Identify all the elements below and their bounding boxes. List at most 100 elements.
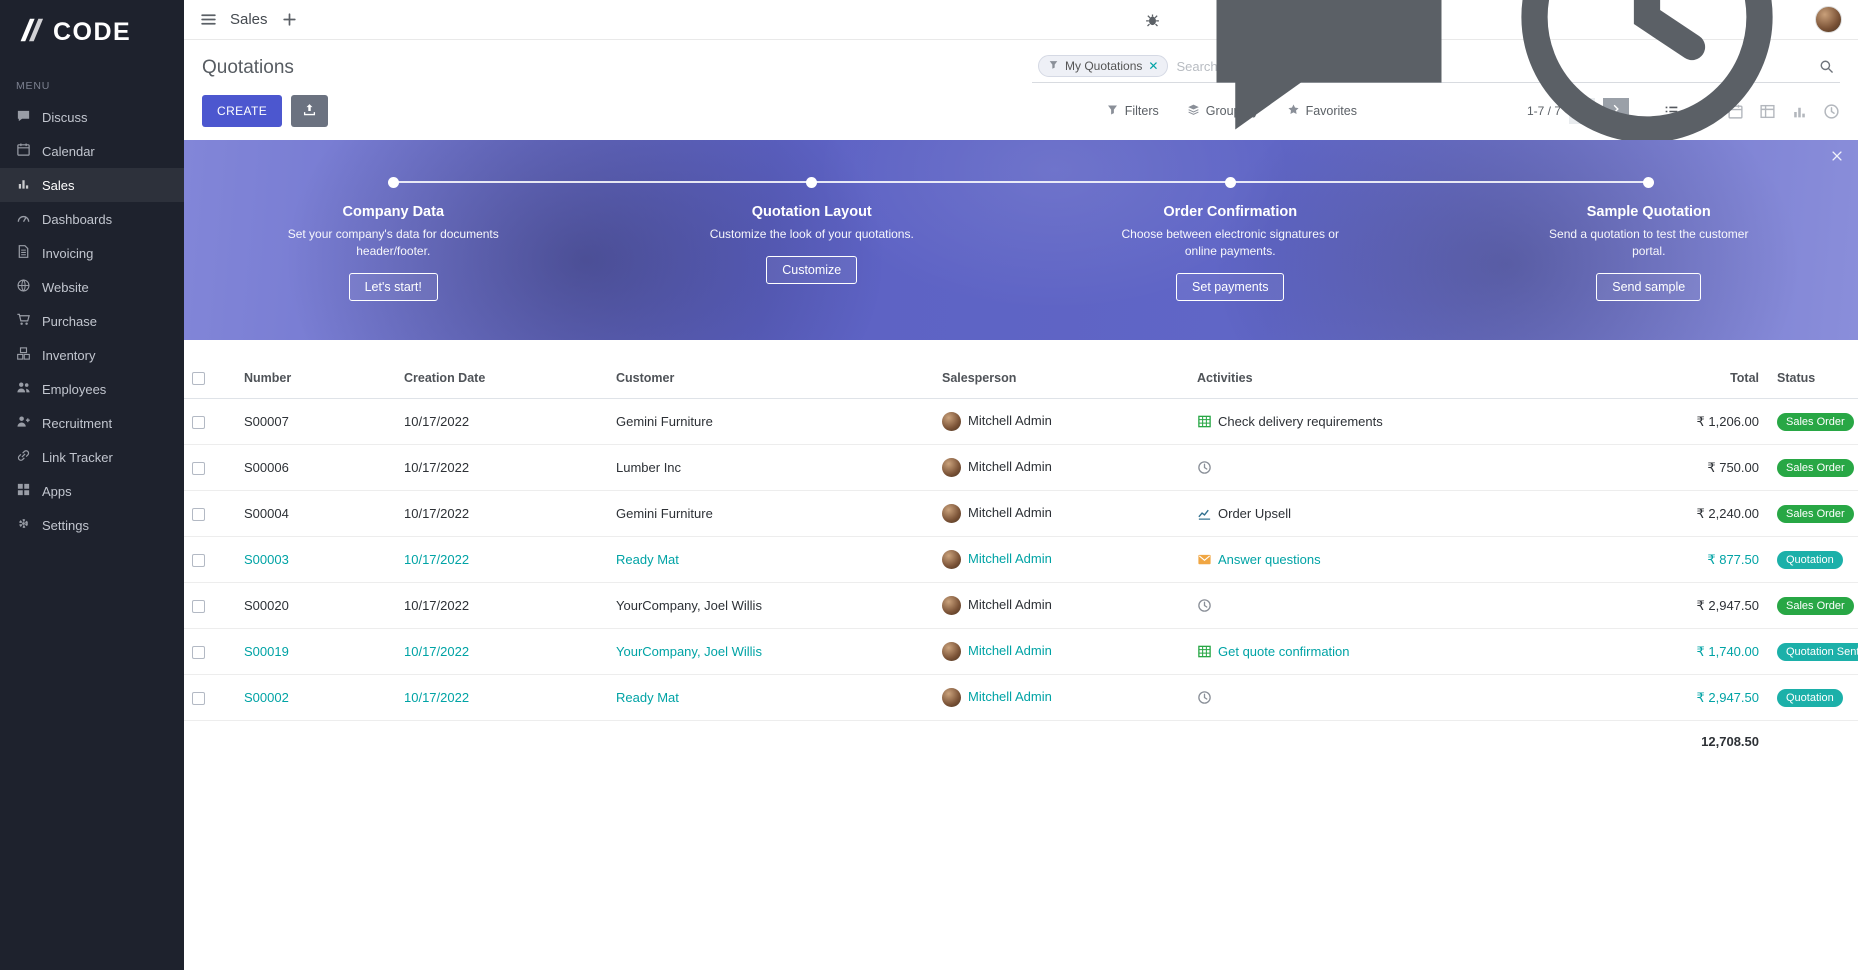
pivot-view-icon[interactable] <box>1759 103 1776 120</box>
activity-view-icon[interactable] <box>1823 103 1840 120</box>
salesperson-avatar <box>942 504 961 524</box>
table-row[interactable]: S00007 10/17/2022 Gemini Furniture Mitch… <box>184 398 1858 446</box>
header-creation-date[interactable]: Creation Date <box>396 358 608 400</box>
table-row[interactable]: S00020 10/17/2022 YourCompany, Joel Will… <box>184 582 1858 630</box>
sidebar-menu-label: MENU <box>16 80 51 92</box>
sidebar-item-icon <box>16 346 31 364</box>
step-action-button[interactable]: Send sample <box>1596 272 1702 301</box>
search-icon[interactable] <box>1819 59 1834 74</box>
row-checkbox[interactable] <box>192 416 205 430</box>
cell-activities[interactable] <box>1189 582 1569 630</box>
table-row[interactable]: S00006 10/17/2022 Lumber Inc Mitchell Ad… <box>184 444 1858 492</box>
table-row[interactable]: S00019 10/17/2022 YourCompany, Joel Will… <box>184 628 1858 676</box>
header-status[interactable]: Status <box>1769 358 1858 400</box>
step-action-button[interactable]: Customize <box>766 255 858 284</box>
topbar-right: 5 1 <box>1144 0 1842 172</box>
cell-total: ₹ 750.00 <box>1569 444 1769 492</box>
cell-activities[interactable]: Order Upsell <box>1189 490 1569 538</box>
cell-number: S00002 <box>236 674 396 722</box>
activity-icon <box>1197 644 1212 659</box>
sidebar-item[interactable]: Purchase <box>0 304 184 338</box>
select-all-checkbox[interactable] <box>192 372 205 386</box>
step-action-button[interactable]: Let's start! <box>348 272 438 301</box>
user-avatar[interactable] <box>1815 6 1842 33</box>
row-checkbox[interactable] <box>192 554 205 568</box>
sidebar-item-label: Invoicing <box>42 245 94 261</box>
header-activities[interactable]: Activities <box>1189 358 1569 400</box>
favorites-button[interactable]: Favorites <box>1287 103 1357 119</box>
search-facet[interactable]: My Quotations ✕ <box>1038 55 1169 77</box>
sidebar-item[interactable]: Link Tracker <box>0 440 184 474</box>
sidebar-item-icon <box>16 482 31 500</box>
header-total[interactable]: Total <box>1569 358 1769 400</box>
export-button[interactable] <box>291 95 329 127</box>
salesperson-avatar <box>942 688 961 708</box>
filters-button[interactable]: Filters <box>1106 103 1159 119</box>
sidebar-item[interactable]: Apps <box>0 474 184 508</box>
sidebar-item[interactable]: Website <box>0 270 184 304</box>
table-row[interactable]: S00002 10/17/2022 Ready Mat Mitchell Adm… <box>184 674 1858 722</box>
sidebar-item[interactable]: Dashboards <box>0 202 184 236</box>
search-tools: Filters Group By Favorites <box>1106 103 1357 119</box>
salesperson-avatar <box>942 458 961 478</box>
brand-logo-text: CODE <box>53 17 132 46</box>
header-customer[interactable]: Customer <box>608 358 934 400</box>
row-checkbox[interactable] <box>192 462 205 476</box>
cell-activities[interactable] <box>1189 444 1569 492</box>
row-checkbox[interactable] <box>192 600 205 614</box>
header-salesperson[interactable]: Salesperson <box>934 358 1189 400</box>
cell-creation-date: 10/17/2022 <box>396 398 608 446</box>
cell-total: ₹ 877.50 <box>1569 536 1769 584</box>
onboarding-banner: Company Data Set your company's data for… <box>184 140 1858 340</box>
step-action-button[interactable]: Set payments <box>1176 272 1285 301</box>
list-view-icon[interactable] <box>1663 103 1680 120</box>
debug-bug-icon[interactable] <box>1144 11 1161 28</box>
step-description: Send a quotation to test the customer po… <box>1549 227 1749 258</box>
banner-close-icon[interactable] <box>1830 149 1844 163</box>
sidebar-item-icon <box>16 380 31 398</box>
sidebar-item[interactable]: Recruitment <box>0 406 184 440</box>
salesperson-name: Mitchell Admin <box>968 643 1052 659</box>
cell-total: ₹ 2,240.00 <box>1569 490 1769 538</box>
sidebar-item-label: Discuss <box>42 109 88 125</box>
activity-icon <box>1197 460 1212 475</box>
create-button[interactable]: CREATE <box>202 95 283 127</box>
sidebar-item[interactable]: Calendar <box>0 134 184 168</box>
messages-icon[interactable] <box>1179 0 1479 171</box>
cell-total: ₹ 1,740.00 <box>1569 628 1769 676</box>
table-row[interactable]: S00004 10/17/2022 Gemini Furniture Mitch… <box>184 490 1858 538</box>
cell-creation-date: 10/17/2022 <box>396 536 608 584</box>
header-number[interactable]: Number <box>236 358 396 400</box>
row-checkbox[interactable] <box>192 692 205 706</box>
sidebar-item[interactable]: Invoicing <box>0 236 184 270</box>
cell-activities[interactable]: Get quote confirmation <box>1189 628 1569 676</box>
onboarding-step: Quotation Layout Customize the look of y… <box>603 177 1022 340</box>
cell-status: Quotation <box>1769 536 1858 584</box>
sidebar-item[interactable]: Discuss <box>0 100 184 134</box>
onboarding-step: Sample Quotation Send a quotation to tes… <box>1440 177 1858 340</box>
activity-label: Check delivery requirements <box>1218 414 1383 430</box>
sidebar-item[interactable]: Inventory <box>0 338 184 372</box>
cell-activities[interactable]: Check delivery requirements <box>1189 398 1569 446</box>
step-title: Company Data <box>342 204 445 220</box>
cell-activities[interactable]: Answer questions <box>1189 536 1569 584</box>
brand-logo-icon <box>14 17 44 48</box>
row-checkbox[interactable] <box>192 508 205 522</box>
graph-view-icon[interactable] <box>1791 103 1808 120</box>
facet-close-icon[interactable]: ✕ <box>1148 59 1159 73</box>
sidebar-item-label: Dashboards <box>42 211 113 227</box>
sidebar-item[interactable]: Employees <box>0 372 184 406</box>
sidebar-item-icon <box>16 278 31 296</box>
activity-icon <box>1197 506 1212 521</box>
sidebar-item[interactable]: Sales <box>0 168 184 202</box>
cell-activities[interactable] <box>1189 674 1569 722</box>
activities-clock-icon[interactable] <box>1497 0 1797 171</box>
status-badge: Sales Order <box>1777 412 1854 431</box>
hamburger-menu-icon[interactable] <box>200 11 217 28</box>
sidebar-item[interactable]: Settings <box>0 508 184 542</box>
onboarding-steps: Company Data Set your company's data for… <box>184 140 1858 340</box>
row-checkbox[interactable] <box>192 646 205 660</box>
new-tab-plus-icon[interactable] <box>281 11 298 28</box>
table-row[interactable]: S00003 10/17/2022 Ready Mat Mitchell Adm… <box>184 536 1858 584</box>
